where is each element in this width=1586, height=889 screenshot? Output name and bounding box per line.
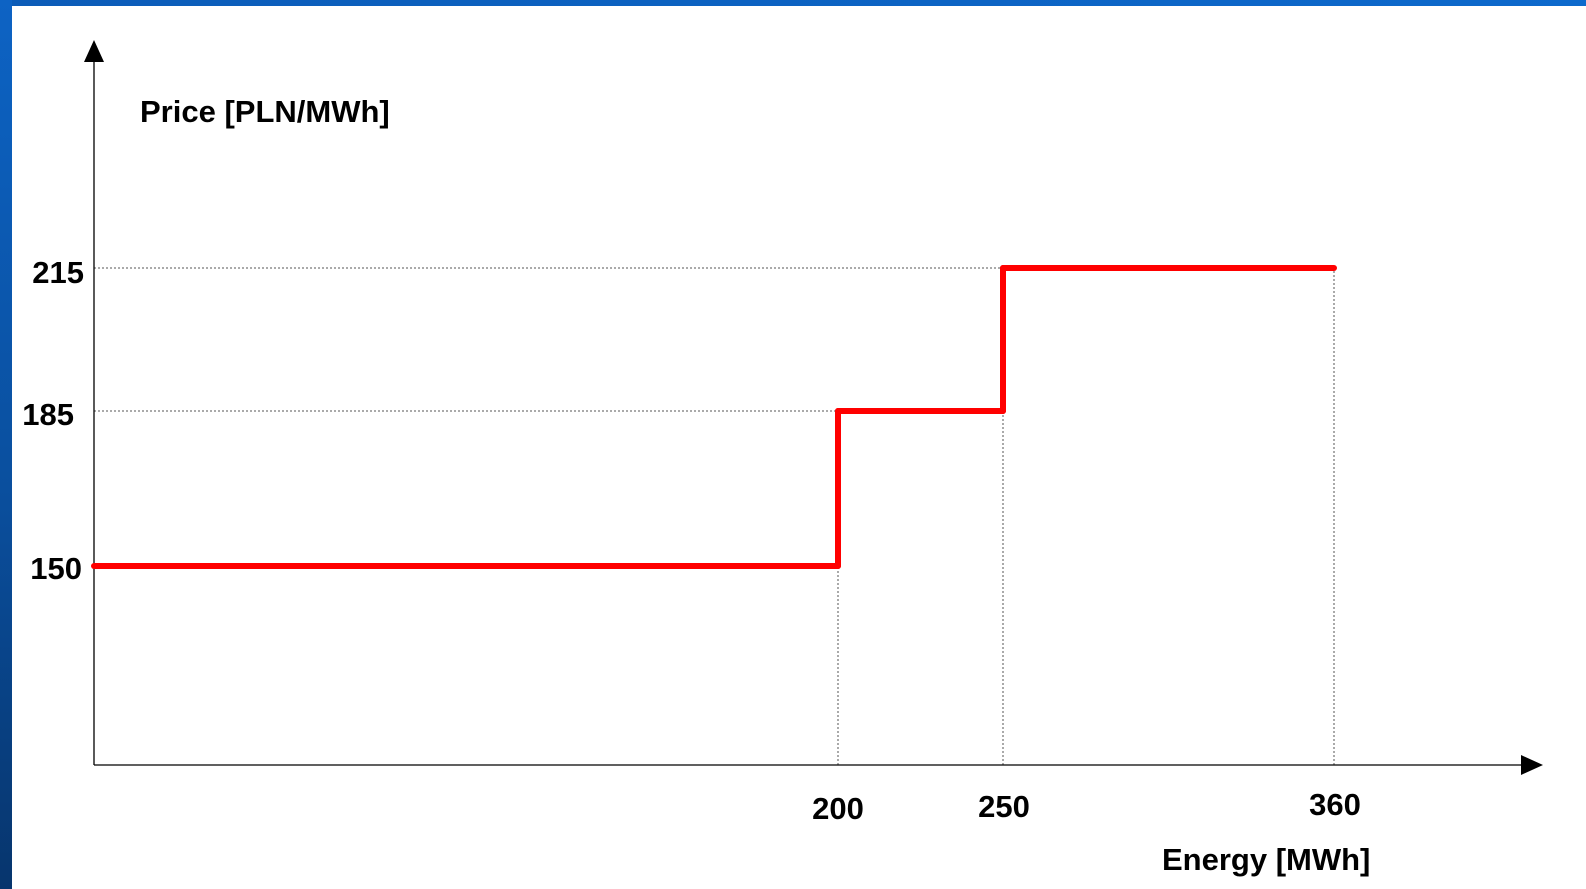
y-tick-label-185: 185	[22, 397, 74, 432]
reference-lines	[94, 267, 1335, 765]
series-layer	[91, 265, 1337, 569]
slide-frame-left	[0, 0, 12, 889]
step-chart: Price [PLN/MWh] Energy [MWh] 200 250 360…	[22, 40, 1543, 877]
y-tick-label-150: 150	[30, 551, 82, 586]
y-axis-arrow-icon	[84, 40, 104, 62]
y-axis-label: Price [PLN/MWh]	[140, 94, 390, 129]
x-tick-label-250: 250	[978, 789, 1030, 824]
chart-canvas: Price [PLN/MWh] Energy [MWh] 200 250 360…	[12, 6, 1586, 889]
slide-frame-top	[0, 0, 1586, 6]
y-tick-label-215: 215	[32, 255, 84, 290]
x-axis-arrow-icon	[1521, 755, 1543, 775]
x-axis-label: Energy [MWh]	[1162, 842, 1370, 877]
x-tick-label-360: 360	[1309, 787, 1361, 822]
x-tick-label-200: 200	[812, 791, 864, 826]
